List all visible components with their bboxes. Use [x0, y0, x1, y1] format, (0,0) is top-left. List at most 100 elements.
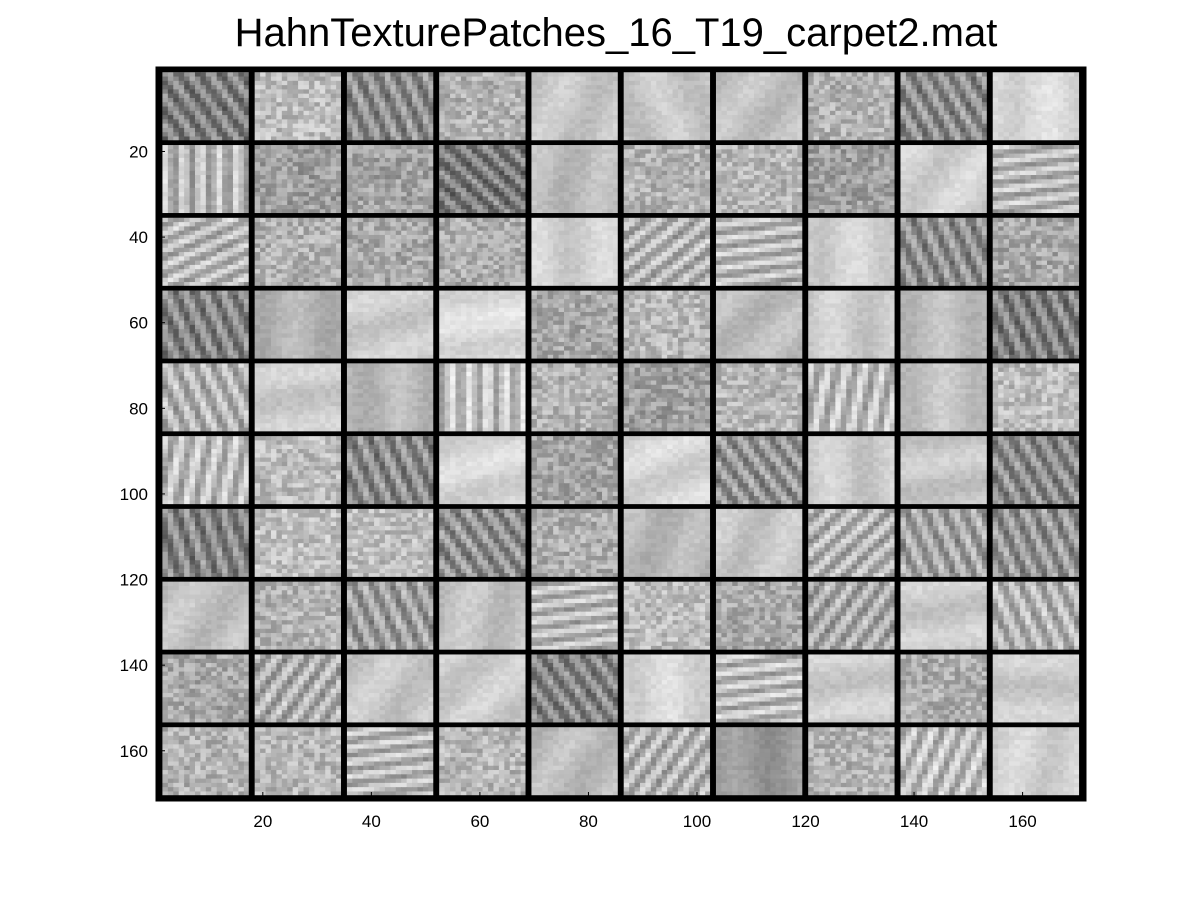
texture-patch — [346, 290, 435, 360]
texture-patch — [162, 72, 250, 142]
y-tick-label: 160 — [120, 742, 148, 761]
texture-patch — [439, 436, 527, 506]
texture-patch — [808, 145, 896, 215]
texture-patch — [808, 363, 896, 433]
texture-patch — [162, 436, 250, 506]
texture-patch — [900, 290, 988, 360]
texture-patch — [808, 727, 896, 797]
texture-patch — [623, 72, 712, 142]
texture-patch — [808, 436, 896, 506]
x-tick-label: 120 — [791, 812, 819, 831]
texture-patch — [531, 508, 619, 578]
texture-patch — [162, 290, 250, 360]
texture-patch — [992, 508, 1081, 578]
texture-patch — [254, 727, 343, 797]
texture-patch — [715, 145, 804, 215]
y-tick-label: 120 — [120, 571, 148, 590]
texture-patch — [254, 145, 343, 215]
texture-patch — [346, 508, 435, 578]
texture-patch — [346, 145, 435, 215]
texture-patch — [439, 72, 527, 142]
texture-patch — [254, 436, 343, 506]
y-tick-label: 140 — [120, 656, 148, 675]
texture-patch — [900, 72, 988, 142]
texture-patch — [254, 508, 343, 578]
texture-patch — [808, 290, 896, 360]
texture-patch — [254, 654, 343, 724]
texture-patch — [439, 290, 527, 360]
y-tick-label: 20 — [129, 142, 148, 161]
grid-border-horizontal — [157, 649, 1085, 655]
texture-patch — [623, 436, 712, 506]
grid-border-vertical — [802, 68, 809, 800]
texture-patch — [531, 217, 619, 287]
texture-patch — [715, 508, 804, 578]
texture-patch — [992, 72, 1081, 142]
texture-patch — [715, 727, 804, 797]
y-tick-label: 80 — [129, 399, 148, 418]
y-tick-label: 60 — [129, 314, 148, 333]
texture-patch — [254, 217, 343, 287]
y-tick-label: 100 — [120, 485, 148, 504]
axes-box — [155, 66, 1087, 802]
texture-patch — [531, 581, 619, 651]
x-tick-label: 60 — [470, 812, 489, 831]
x-tick-label: 100 — [683, 812, 711, 831]
texture-patch — [439, 654, 527, 724]
texture-patch — [162, 727, 250, 797]
grid-border-vertical — [710, 68, 716, 800]
y-axis: 20 40 60 80 100 120 140 160 — [120, 142, 165, 761]
texture-patch — [715, 363, 804, 433]
texture-patch — [992, 217, 1081, 287]
texture-patch — [992, 654, 1081, 724]
texture-patch — [162, 654, 250, 724]
patch-grid — [162, 72, 1081, 797]
texture-patch — [439, 217, 527, 287]
texture-patch — [900, 145, 988, 215]
texture-patch — [162, 581, 250, 651]
grid-border-horizontal — [157, 431, 1085, 437]
texture-patch — [715, 72, 804, 142]
texture-patch — [346, 72, 435, 142]
texture-patch — [808, 508, 896, 578]
texture-patch — [623, 508, 712, 578]
texture-patch — [992, 290, 1081, 360]
texture-patch — [531, 72, 619, 142]
texture-patch — [715, 654, 804, 724]
x-tick-label: 140 — [900, 812, 928, 831]
texture-patch — [346, 217, 435, 287]
grid-border-vertical — [986, 68, 993, 800]
texture-patch — [808, 72, 896, 142]
texture-patch — [162, 363, 250, 433]
x-axis: 20 40 60 80 100 120 140 160 — [253, 792, 1037, 831]
texture-patch — [900, 217, 988, 287]
texture-patch — [992, 581, 1081, 651]
texture-patch — [254, 581, 343, 651]
texture-patch — [992, 363, 1081, 433]
texture-patch — [623, 363, 712, 433]
patch-borders — [155, 66, 1087, 802]
texture-patch — [623, 290, 712, 360]
texture-patch — [439, 581, 527, 651]
grid-border-vertical — [1079, 68, 1085, 800]
texture-patch — [900, 363, 988, 433]
texture-patch — [162, 217, 250, 287]
texture-patch — [531, 436, 619, 506]
x-tick-label: 40 — [362, 812, 381, 831]
texture-patch — [346, 581, 435, 651]
texture-patch — [254, 72, 343, 142]
texture-patch — [162, 508, 250, 578]
texture-patch — [439, 145, 527, 215]
x-tick-label: 80 — [579, 812, 598, 831]
texture-patch — [992, 145, 1081, 215]
texture-patch — [346, 436, 435, 506]
grid-border-horizontal — [157, 722, 1085, 728]
texture-patch — [715, 581, 804, 651]
x-tick-label: 160 — [1008, 812, 1036, 831]
texture-patch — [531, 363, 619, 433]
texture-patch — [715, 217, 804, 287]
texture-patch — [900, 727, 988, 797]
texture-patch — [715, 290, 804, 360]
texture-patch — [623, 581, 712, 651]
